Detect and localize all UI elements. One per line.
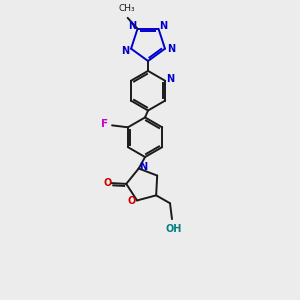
Text: O: O bbox=[103, 178, 112, 188]
Text: N: N bbox=[140, 161, 148, 172]
Text: CH₃: CH₃ bbox=[118, 4, 135, 13]
Text: N: N bbox=[159, 21, 167, 31]
Text: O: O bbox=[128, 196, 136, 206]
Text: N: N bbox=[167, 44, 175, 54]
Text: F: F bbox=[101, 119, 108, 129]
Text: N: N bbox=[121, 46, 129, 56]
Text: OH: OH bbox=[166, 224, 182, 234]
Text: N: N bbox=[128, 21, 137, 31]
Text: N: N bbox=[166, 74, 174, 84]
